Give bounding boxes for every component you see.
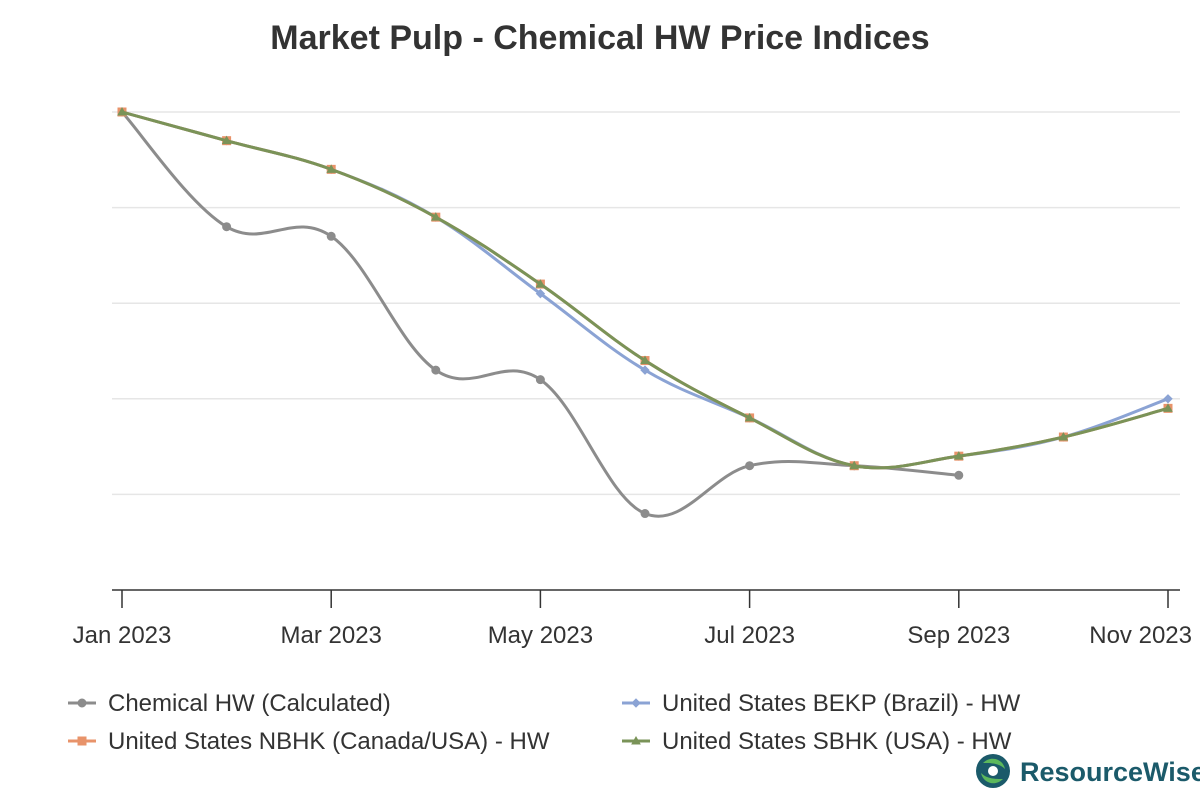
- series-line-2[interactable]: [120, 110, 1170, 470]
- data-point[interactable]: [535, 375, 545, 385]
- data-point[interactable]: [1163, 403, 1173, 412]
- data-point[interactable]: [431, 365, 441, 375]
- series-3: [117, 107, 1173, 471]
- data-point[interactable]: [640, 509, 650, 519]
- legend-marker[interactable]: [77, 698, 87, 708]
- x-tick-label: May 2023: [488, 622, 593, 649]
- legend: Chemical HW (Calculated) United States BE…: [68, 690, 1021, 755]
- resourcewise-logo-text: ResourceWise: [1020, 757, 1200, 787]
- legend-marker[interactable]: [77, 736, 87, 746]
- data-point[interactable]: [953, 451, 964, 460]
- data-point[interactable]: [640, 365, 650, 375]
- legend-item-4[interactable]: United States SBHK (USA) - HW: [622, 728, 1012, 755]
- data-point[interactable]: [117, 106, 127, 116]
- data-point[interactable]: [326, 164, 337, 173]
- data-point[interactable]: [954, 470, 964, 480]
- x-tick-label: Jul 2023: [704, 622, 795, 649]
- legend-label: United States SBHK (USA) - HW: [662, 728, 1012, 755]
- x-tick-label: Jan 2023: [73, 622, 172, 649]
- data-point[interactable]: [744, 412, 755, 422]
- legend-item-3[interactable]: United States NBHK (Canada/USA) - HW: [68, 728, 550, 755]
- data-point[interactable]: [849, 460, 860, 470]
- chart-title: Market Pulp - Chemical HW Price Indices: [270, 19, 929, 57]
- data-point[interactable]: [745, 461, 755, 471]
- data-point[interactable]: [221, 135, 232, 145]
- legend-item-1[interactable]: Chemical HW (Calculated): [68, 690, 391, 717]
- legend-label: Chemical HW (Calculated): [108, 690, 391, 717]
- legend-item-2[interactable]: United States BEKP (Brazil) - HW: [622, 690, 1021, 717]
- legend-marker[interactable]: [631, 698, 641, 708]
- resourcewise-logo: ResourceWise: [976, 754, 1200, 788]
- x-tick-label: Sep 2023: [907, 622, 1010, 649]
- data-point[interactable]: [1058, 432, 1069, 441]
- series-line-4[interactable]: [120, 110, 1170, 470]
- series-line-1[interactable]: [120, 110, 961, 518]
- data-point[interactable]: [535, 288, 546, 299]
- data-point[interactable]: [1163, 394, 1173, 404]
- data-point[interactable]: [430, 212, 441, 221]
- chart-grid: [112, 111, 1180, 496]
- data-point[interactable]: [535, 279, 546, 288]
- legend-label: United States BEKP (Brazil) - HW: [662, 690, 1021, 717]
- data-point[interactable]: [222, 222, 232, 232]
- data-point[interactable]: [640, 355, 650, 365]
- x-tick-label: Nov 2023: [1089, 622, 1192, 649]
- series-4: [117, 106, 1173, 470]
- series-2: [117, 107, 1173, 471]
- x-axis: Jan 2023 Mar 2023 May 2023 Jul 2023 Sep 2023…: [73, 590, 1192, 649]
- legend-label: United States NBHK (Canada/USA) - HW: [108, 728, 550, 755]
- resourcewise-logo-icon: [976, 754, 1010, 788]
- series-1: [117, 107, 964, 519]
- legend-marker[interactable]: [631, 735, 641, 745]
- x-tick-label: Mar 2023: [281, 622, 382, 649]
- series-line-3[interactable]: [120, 110, 1170, 470]
- series-group: [117, 106, 1173, 519]
- data-point[interactable]: [326, 231, 336, 241]
